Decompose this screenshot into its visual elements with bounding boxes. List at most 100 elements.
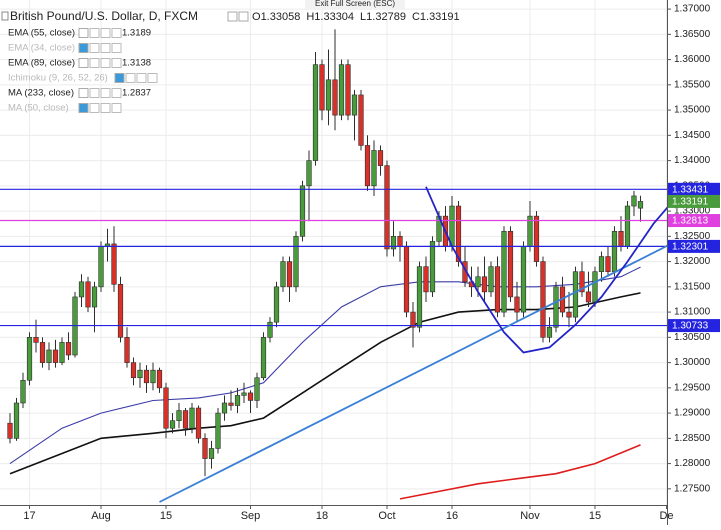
legend-button[interactable] (111, 103, 122, 113)
candle-body (579, 271, 585, 293)
candle-body (572, 271, 579, 318)
candle-body (416, 266, 423, 328)
legend-button[interactable] (111, 28, 122, 38)
y-tick-label: 1.32000 (674, 256, 711, 267)
candle-body (338, 64, 345, 116)
candle-body (156, 369, 163, 389)
price-label: 1.30733 (672, 321, 709, 332)
ohlc-value: 1.33191 (420, 11, 460, 23)
candle-body (130, 362, 137, 379)
price-label: 1.32813 (672, 216, 709, 227)
legend-button[interactable] (100, 103, 111, 113)
candle-body (592, 271, 598, 303)
candle-body (553, 286, 559, 328)
legend-button[interactable] (78, 43, 89, 53)
candle-body (397, 236, 403, 247)
indicator-name: EMA (34, close) (8, 43, 75, 54)
legend-button[interactable] (114, 73, 125, 83)
candle-body (598, 256, 605, 272)
legend-button[interactable] (100, 88, 111, 98)
candle-body (540, 261, 546, 338)
price-label-box (668, 239, 720, 253)
indicator-value: 1.3189 (122, 28, 151, 39)
candle-body (150, 369, 156, 384)
candle-body (189, 407, 195, 429)
candle-body (637, 201, 644, 209)
x-tick-label: 16 (446, 510, 458, 522)
candle-body (111, 243, 117, 285)
y-tick-label: 1.28000 (674, 458, 711, 469)
x-tick-label: 18 (316, 510, 328, 522)
candle-body (449, 205, 455, 247)
candle-body (208, 448, 215, 459)
candle-body (533, 215, 540, 262)
legend-button[interactable] (100, 58, 111, 68)
candle-body (494, 266, 501, 313)
legend-button[interactable] (89, 88, 100, 98)
price-label: 1.33191 (672, 197, 709, 208)
legend-button[interactable] (89, 58, 100, 68)
legend-button[interactable] (136, 73, 147, 83)
y-tick-label: 1.30500 (674, 332, 711, 343)
candle-body (631, 195, 637, 207)
legend-button (238, 11, 249, 22)
candle-body (26, 337, 33, 381)
y-tick-label: 1.27500 (674, 483, 711, 494)
legend-button[interactable] (78, 88, 89, 98)
candle-body (312, 64, 319, 161)
price-label-box (668, 182, 720, 196)
candle-body (234, 395, 241, 406)
legend-button[interactable] (78, 103, 89, 113)
indicator-name: EMA (55, close) (8, 28, 75, 39)
candle-body (215, 412, 221, 449)
candle-body (546, 326, 553, 338)
price-label-box (668, 319, 720, 333)
price-axis (667, 0, 721, 525)
legend-button[interactable] (89, 103, 100, 113)
legend-button[interactable] (100, 28, 111, 38)
candle-body (202, 438, 208, 459)
candle-body (481, 276, 488, 293)
ohlc-values: O1.33058 H1.33304 L1.32789 C1.33191 (252, 11, 460, 23)
legend-button[interactable] (111, 88, 122, 98)
indicator-line (399, 444, 641, 500)
legend-button[interactable] (111, 58, 122, 68)
candle-body (137, 369, 143, 379)
candle-body (585, 291, 592, 303)
candle-body (384, 165, 390, 250)
candle-body (254, 377, 260, 401)
indicator-name: MA (50, close) (8, 103, 69, 114)
candle-body (507, 230, 514, 298)
x-tick-label: 15 (589, 510, 601, 522)
candle-body (20, 379, 26, 404)
legend-button[interactable] (78, 58, 89, 68)
legend-button[interactable] (89, 43, 100, 53)
indicator-value: 1.3138 (122, 58, 151, 69)
y-tick-label: 1.33000 (674, 206, 711, 217)
legend-button[interactable] (111, 43, 122, 53)
y-tick-label: 1.36500 (674, 29, 711, 40)
indicator-name: MA (233, close) (8, 88, 74, 99)
legend-button[interactable] (89, 28, 100, 38)
tooltip[interactable]: Exit Full Screen (ESC) (315, 0, 395, 8)
legend-button[interactable] (125, 73, 136, 83)
candle-body (260, 337, 267, 379)
candle-body (98, 246, 104, 288)
y-tick-label: 1.31500 (674, 281, 711, 292)
candle-body (7, 422, 13, 439)
price-label-box (668, 194, 720, 208)
candle-body (371, 150, 377, 187)
legend-button[interactable] (147, 73, 158, 83)
candle-body (390, 236, 397, 250)
y-tick-label: 1.30000 (674, 357, 711, 368)
y-tick-label: 1.34500 (674, 130, 711, 141)
legend-button[interactable] (78, 28, 89, 38)
candle-body (410, 311, 416, 328)
ohlc-prefix: H (306, 11, 314, 23)
candle-body (33, 337, 39, 343)
y-tick-label: 1.32500 (674, 231, 711, 242)
x-tick-label: 17 (23, 510, 35, 522)
candle-body (514, 296, 520, 313)
legend-button[interactable] (100, 43, 111, 53)
